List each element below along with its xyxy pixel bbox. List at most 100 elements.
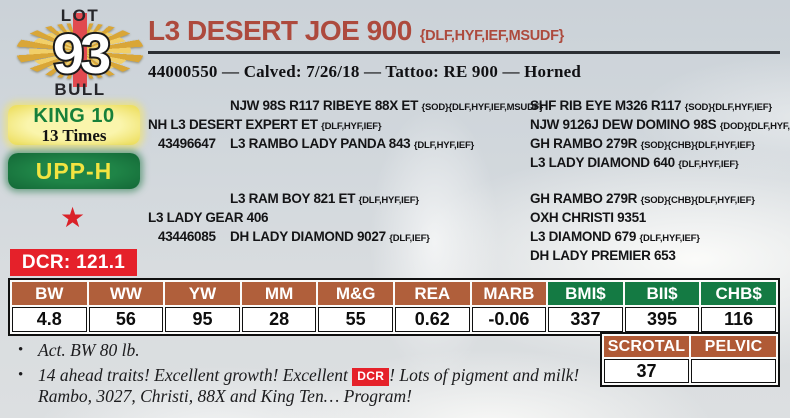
epd-col-header: M&G [318, 282, 393, 305]
epd-col-header: BW [12, 282, 87, 305]
sire-ancestor-1-suffix: {SOD}{DLF,HYF,IEF} [684, 102, 772, 113]
epd-value: -0.06 [471, 307, 547, 332]
dcr-score-badge: DCR: 121.1 [10, 249, 137, 276]
epd-value: 95 [165, 307, 240, 332]
sire-ancestor-line-2: NJW 9126J DEW DOMINO 98S {DOD}{DLF,HYF,I… [530, 118, 790, 132]
epd-value: 337 [548, 307, 623, 332]
header-title-row: L3 DESERT JOE 900 {DLF,HYF,IEF,MSUDF} [148, 15, 564, 47]
dam-grandsire-suffix: {DLF,HYF,IEF} [358, 195, 419, 206]
lot-number: 93 [53, 22, 110, 85]
measurement-table: SCROTAL PELVIC 37 [600, 332, 780, 387]
king-10-label: KING 10 [33, 105, 115, 127]
dam-ancestor-1-name: GH RAMBO 279R [530, 191, 638, 206]
epd-col-header: BII$ [624, 282, 700, 305]
dam-ancestor-line-4: DH LADY PREMIER 653 [530, 249, 676, 263]
sire-name-line: NH L3 DESERT EXPERT ET {DLF,HYF,IEF} [148, 117, 382, 132]
lot-type-label: BULL [54, 80, 106, 99]
bullet-icon: • [18, 342, 24, 358]
sire-reg-number: 43496647 [158, 136, 216, 151]
sire-suffix: {DLF,HYF,IEF} [321, 121, 382, 132]
animal-name-suffix: {DLF,HYF,IEF,MSUDF} [419, 28, 564, 44]
pelvic-value [691, 359, 776, 383]
lot-starburst: 93 [16, 13, 144, 87]
dam-ancestor-line-2: OXH CHRISTI 9351 [530, 211, 646, 225]
dcr-inline-badge: DCR [352, 367, 390, 386]
note-traits-text-pre: 14 ahead traits! Excellent growth! Excel… [38, 364, 353, 385]
epd-value: 0.62 [394, 307, 470, 332]
epd-col-header: WW [88, 282, 164, 305]
dam-ancestor-3-suffix: {DLF,HYF,IEF} [639, 233, 700, 244]
lot-number-art: 93 [51, 20, 116, 87]
dam-grandsire-name: L3 RAM BOY 821 ET [230, 191, 356, 206]
epd-value: 116 [701, 307, 776, 332]
registration-line: 44000550 — Calved: 7/26/18 — Tattoo: RE … [148, 62, 582, 81]
dam-ancestor-3-name: L3 DIAMOND 679 [530, 229, 637, 244]
lot-label: LOT [60, 6, 100, 25]
epd-col-header: BMI$ [548, 282, 623, 305]
sire-ancestor-4-suffix: {DLF,HYF,IEF} [678, 159, 739, 170]
bullet-icon: • [18, 366, 24, 383]
measurement-value-row: 37 [604, 359, 776, 383]
pelvic-header: PELVIC [691, 336, 776, 357]
sire-ancestor-3-suffix: {SOD}{CHB}{DLF,HYF,IEF} [640, 140, 755, 151]
epd-value: 55 [318, 307, 393, 332]
upp-h-badge: UPP-H [8, 153, 140, 189]
epd-value-row: 4.8 56 95 28 55 0.62 -0.06 337 395 116 [12, 307, 776, 332]
sire-ancestor-2-name: NJW 9126J DEW DOMINO 98S [530, 117, 717, 132]
sire-ancestor-3-name: GH RAMBO 279R [530, 136, 638, 151]
dam-ancestor-4-name: DH LADY PREMIER 653 [530, 248, 676, 263]
dam-ancestor-line-3: L3 DIAMOND 679 {DLF,HYF,IEF} [530, 230, 700, 244]
sire-ancestor-2-suffix: {DOD}{DLF,HYF,IEF} [719, 121, 790, 132]
note-traits: • 14 ahead traits! Excellent growth! Exc… [10, 365, 600, 408]
sire-grandsire-suffix: {SOD}{DLF,HYF,IEF,MSUDF} [421, 102, 544, 113]
dam-granddam-name: DH LADY DIAMOND 9027 [230, 229, 386, 244]
sire-granddam-suffix: {DLF,HYF,IEF} [413, 140, 475, 151]
sire-grandsire-name: NJW 98S R117 RIBEYE 88X ET [230, 98, 419, 113]
scrotal-header: SCROTAL [604, 336, 689, 357]
epd-header-row: BW WW YW MM M&G REA MARB BMI$ BII$ CHB$ [12, 282, 776, 305]
note-act-bw-text: Act. BW 80 lb. [38, 340, 140, 360]
epd-col-header: MM [241, 282, 317, 305]
epd-col-header: MARB [471, 282, 547, 305]
sire-granddam-line: L3 RAMBO LADY PANDA 843 {DLF,HYF,IEF} [230, 137, 474, 151]
dam-grandsire-line: L3 RAM BOY 821 ET {DLF,HYF,IEF} [230, 192, 419, 206]
king-10-count: 13 Times [41, 126, 107, 145]
epd-col-header: YW [165, 282, 240, 305]
dam-granddam-line: DH LADY DIAMOND 9027 {DLF,IEF} [230, 230, 430, 244]
dam-ancestor-line-1: GH RAMBO 279R {SOD}{CHB}{DLF,HYF,IEF} [530, 192, 755, 206]
epd-value: 395 [624, 307, 700, 332]
sire-ancestor-line-1: SHF RIB EYE M326 R117 {SOD}{DLF,HYF,IEF} [530, 99, 772, 113]
sire-grandsire-line: NJW 98S R117 RIBEYE 88X ET {SOD}{DLF,HYF… [230, 99, 543, 113]
upp-h-label: UPP-H [35, 157, 113, 184]
lot-ribbon [73, 13, 87, 87]
epd-col-header: REA [394, 282, 470, 305]
measurement-header-row: SCROTAL PELVIC [604, 336, 776, 357]
sire-ancestor-line-3: GH RAMBO 279R {SOD}{CHB}{DLF,HYF,IEF} [530, 137, 755, 151]
dam-ancestor-1-suffix: {SOD}{CHB}{DLF,HYF,IEF} [640, 195, 755, 206]
note-traits-text-post: ! Lots of pigment and milk! Rambo, 3027,… [38, 364, 580, 407]
sire-ancestor-line-4: L3 LADY DIAMOND 640 {DLF,HYF,IEF} [530, 156, 739, 170]
dam-name: L3 LADY GEAR 406 [148, 210, 269, 225]
notes-section: • Act. BW 80 lb. • 14 ahead traits! Exce… [10, 340, 600, 411]
sire-ancestor-4-name: L3 LADY DIAMOND 640 [530, 155, 675, 170]
dam-ancestor-2-name: OXH CHRISTI 9351 [530, 210, 646, 225]
scrotal-value: 37 [604, 359, 689, 383]
epd-value: 56 [88, 307, 164, 332]
sire-granddam-name: L3 RAMBO LADY PANDA 843 [230, 136, 411, 151]
king-10-badge: KING 10 13 Times [8, 105, 140, 145]
sire-name: NH L3 DESERT EXPERT ET [148, 117, 318, 132]
dam-granddam-suffix: {DLF,IEF} [389, 233, 430, 244]
dam-reg-number: 43446085 [158, 229, 216, 244]
note-act-bw: • Act. BW 80 lb. [10, 340, 600, 362]
epd-table: BW WW YW MM M&G REA MARB BMI$ BII$ CHB$ … [8, 278, 780, 336]
star-icon: ★ [60, 202, 86, 233]
header-double-rule [148, 51, 780, 54]
sire-ancestor-1-name: SHF RIB EYE M326 R117 [530, 98, 682, 113]
lot-badge: LOT 93 BULL [16, 6, 144, 100]
epd-value: 4.8 [12, 307, 87, 332]
dam-name-line: L3 LADY GEAR 406 [148, 210, 269, 225]
animal-name: L3 DESERT JOE 900 [148, 15, 412, 46]
epd-col-header: CHB$ [701, 282, 776, 305]
epd-value: 28 [241, 307, 317, 332]
